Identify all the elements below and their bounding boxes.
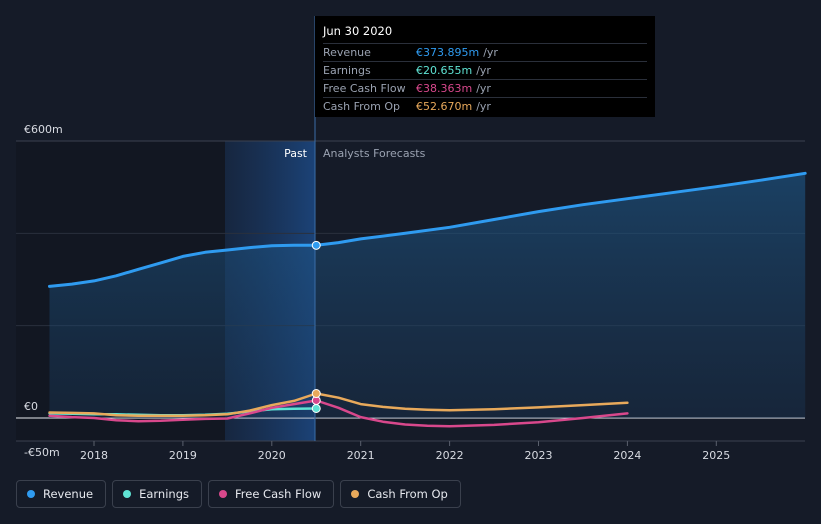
tooltip-row-cash-from-op: Cash From Op €52.670m /yr	[323, 97, 647, 115]
tooltip-unit: /yr	[476, 82, 491, 95]
x-tick-label: 2020	[258, 449, 286, 462]
earnings-dot-icon	[123, 490, 132, 498]
marker-revenue	[311, 240, 321, 250]
y-tick-label: €600m	[24, 123, 63, 136]
x-tick-label: 2025	[702, 449, 730, 462]
legend-label: Cash From Op	[367, 487, 448, 501]
legend-label: Free Cash Flow	[235, 487, 322, 501]
tooltip: Jun 30 2020 Revenue €373.895m /yr Earnin…	[315, 16, 655, 117]
y-tick-label: -€50m	[24, 446, 60, 459]
tooltip-unit: /yr	[476, 64, 491, 77]
tooltip-row-earnings: Earnings €20.655m /yr	[323, 61, 647, 79]
forecast-label: Analysts Forecasts	[323, 147, 426, 160]
x-tick-label: 2024	[613, 449, 641, 462]
marker-cash-from-op	[311, 389, 321, 399]
free-cash-flow-dot-icon	[219, 490, 227, 498]
past-label: Past	[284, 147, 308, 160]
tooltip-label: Free Cash Flow	[323, 82, 406, 95]
series-area-revenue	[49, 173, 806, 418]
y-tick-label: €0	[24, 400, 38, 413]
tooltip-label: Cash From Op	[323, 100, 401, 113]
series-line-free-cash-flow	[48, 399, 629, 428]
x-tick-label: 2019	[169, 449, 197, 462]
tooltip-value: €38.363m	[416, 82, 473, 95]
tooltip-unit: /yr	[476, 100, 491, 113]
marker-earnings	[311, 403, 321, 413]
tooltip-value: €373.895m	[416, 46, 480, 59]
series-line-cash-from-op	[48, 392, 629, 417]
x-tick-label: 2018	[80, 449, 108, 462]
x-tick-label: 2021	[347, 449, 375, 462]
x-tick-label: 2022	[436, 449, 464, 462]
legend: Revenue Earnings Free Cash Flow Cash Fro…	[16, 480, 461, 508]
tooltip-row-free-cash-flow: Free Cash Flow €38.363m /yr	[323, 79, 647, 97]
tooltip-label: Revenue	[323, 46, 371, 59]
tooltip-label: Earnings	[323, 64, 371, 77]
legend-item-revenue[interactable]: Revenue	[16, 480, 107, 508]
cash-from-op-dot-icon	[351, 490, 360, 498]
tooltip-value: €20.655m	[416, 64, 473, 77]
tooltip-unit: /yr	[483, 46, 498, 59]
tooltip-value: €52.670m	[416, 100, 473, 113]
revenue-dot-icon	[27, 490, 35, 498]
legend-item-cash-from-op[interactable]: Cash From Op	[340, 480, 461, 508]
tooltip-row-revenue: Revenue €373.895m /yr	[323, 43, 647, 61]
legend-label: Revenue	[43, 487, 94, 501]
tooltip-date: Jun 30 2020	[323, 24, 393, 38]
legend-item-earnings[interactable]: Earnings	[112, 480, 202, 508]
legend-label: Earnings	[139, 487, 189, 501]
x-tick-label: 2023	[525, 449, 553, 462]
legend-item-free-cash-flow[interactable]: Free Cash Flow	[208, 480, 335, 508]
